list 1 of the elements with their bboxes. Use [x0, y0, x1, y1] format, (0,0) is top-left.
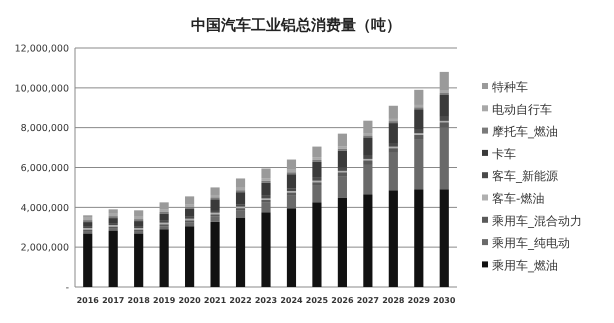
title: 中国汽车工业铝总消费量（吨） — [191, 16, 401, 34]
